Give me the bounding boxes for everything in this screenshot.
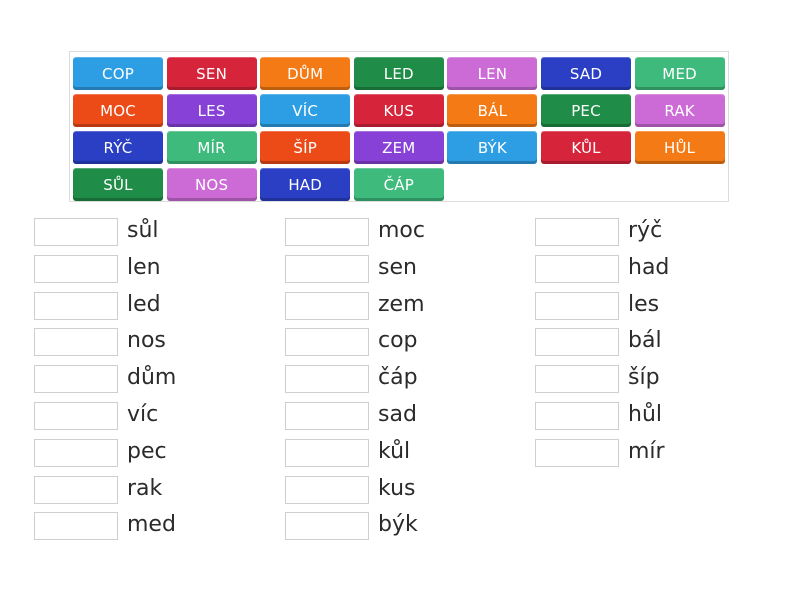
target-word: kus <box>378 475 416 501</box>
drop-target[interactable] <box>535 402 619 430</box>
word-tile[interactable]: ČÁP <box>353 168 444 201</box>
word-tile[interactable]: MÍR <box>166 131 257 164</box>
target-word: led <box>127 291 161 317</box>
drop-target[interactable] <box>285 218 369 246</box>
word-tile[interactable]: KŮL <box>541 131 631 164</box>
word-tile[interactable]: BÁL <box>447 94 538 127</box>
target-word: rýč <box>628 218 663 243</box>
drop-target[interactable] <box>34 328 118 357</box>
target-word: pec <box>127 438 167 464</box>
drop-target[interactable] <box>535 218 619 246</box>
target-word: bál <box>628 328 662 354</box>
target-word: nos <box>127 328 166 354</box>
drop-target[interactable] <box>34 512 118 541</box>
tile-bank: COP SEN DŮM LED LEN SAD MED MOC LES VÍC KUS BÁL PEC R… <box>69 51 729 202</box>
target-word: sad <box>378 402 417 427</box>
word-tile[interactable]: ŠÍP <box>260 131 351 164</box>
drop-target[interactable] <box>535 328 619 357</box>
drop-target[interactable] <box>535 438 619 467</box>
drop-target[interactable] <box>34 218 118 246</box>
word-tile[interactable]: VÍC <box>260 94 351 127</box>
word-tile[interactable]: BÝK <box>447 131 538 164</box>
target-word: moc <box>378 218 425 243</box>
drop-target[interactable] <box>34 365 118 394</box>
drop-target[interactable] <box>285 402 369 430</box>
target-word: býk <box>378 512 418 538</box>
word-tile[interactable]: SEN <box>166 57 257 90</box>
word-tile[interactable]: LES <box>166 94 257 127</box>
target-word: čáp <box>378 365 418 391</box>
target-word: víc <box>127 402 159 427</box>
drop-target[interactable] <box>535 254 619 283</box>
word-tile[interactable]: PEC <box>541 94 631 127</box>
word-tile[interactable]: MED <box>634 57 725 90</box>
target-word: kůl <box>378 438 411 464</box>
word-tile[interactable]: LED <box>353 57 444 90</box>
word-tile[interactable]: HŮL <box>634 131 725 164</box>
target-word: les <box>628 291 660 317</box>
drop-target[interactable] <box>535 291 619 320</box>
drop-target[interactable] <box>34 475 118 504</box>
drop-target[interactable] <box>285 512 369 541</box>
word-tile[interactable]: HAD <box>260 168 351 201</box>
word-tile[interactable]: LEN <box>447 57 538 90</box>
drop-target[interactable] <box>285 254 369 283</box>
drop-target[interactable] <box>285 365 369 394</box>
target-word: sen <box>378 254 417 280</box>
target-word: cop <box>378 328 418 354</box>
target-word: dům <box>127 365 177 391</box>
target-word: sůl <box>127 218 159 243</box>
target-word: had <box>628 254 670 280</box>
word-tile[interactable]: ZEM <box>353 131 444 164</box>
word-tile[interactable]: SAD <box>541 57 631 90</box>
drop-target[interactable] <box>285 475 369 504</box>
target-word: rak <box>127 475 163 501</box>
word-tile[interactable]: DŮM <box>260 57 351 90</box>
word-tile[interactable]: RAK <box>634 94 725 127</box>
target-word: med <box>127 512 176 538</box>
drop-target[interactable] <box>285 328 369 357</box>
drop-target[interactable] <box>285 291 369 320</box>
target-word: mír <box>628 438 665 464</box>
drop-target[interactable] <box>34 438 118 467</box>
target-word: zem <box>378 291 425 317</box>
target-word: hůl <box>628 402 662 427</box>
target-word: len <box>127 254 161 280</box>
drop-target[interactable] <box>34 291 118 320</box>
word-tile[interactable]: RÝČ <box>73 131 163 164</box>
word-tile[interactable]: MOC <box>73 94 163 127</box>
word-tile[interactable]: SŮL <box>73 168 163 201</box>
target-word: šíp <box>628 365 660 391</box>
drop-target[interactable] <box>34 254 118 283</box>
drop-target[interactable] <box>34 402 118 430</box>
drop-target[interactable] <box>285 438 369 467</box>
word-tile[interactable]: NOS <box>166 168 257 201</box>
word-tile[interactable]: KUS <box>353 94 444 127</box>
word-tile[interactable]: COP <box>73 57 163 90</box>
drop-target[interactable] <box>535 365 619 394</box>
